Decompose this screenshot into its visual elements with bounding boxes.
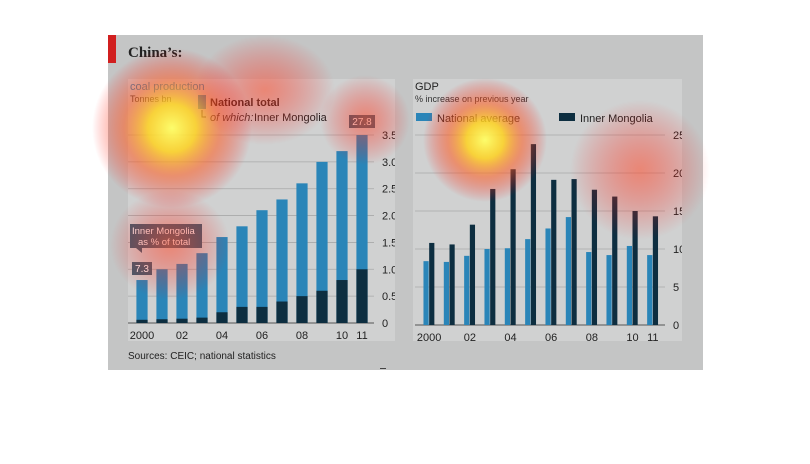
y-tick-label: 0 xyxy=(673,320,679,332)
bar-national xyxy=(586,252,592,325)
x-tick-label: 04 xyxy=(216,330,228,341)
value-label-last: 27.8 xyxy=(352,117,372,128)
bar-inner-mongolia xyxy=(336,280,348,323)
bar-inner-mongolia xyxy=(612,196,618,325)
annotation-pointer xyxy=(136,248,142,253)
bar-national xyxy=(484,249,490,325)
bar-national xyxy=(423,261,429,325)
bar-national-total xyxy=(336,151,348,323)
bar-inner-mongolia xyxy=(571,179,577,325)
divider-mark xyxy=(380,368,386,369)
x-tick-label: 11 xyxy=(356,330,367,341)
bar-inner-mongolia xyxy=(490,188,496,325)
x-tick-label: 08 xyxy=(296,330,308,341)
x-tick-label: 10 xyxy=(336,330,348,341)
bar-national-total xyxy=(216,237,228,323)
x-tick-label: 2000 xyxy=(417,332,441,341)
bar-national-total xyxy=(136,280,148,323)
bar-inner-mongolia xyxy=(256,306,268,323)
bar-national-total xyxy=(356,135,368,323)
y-tick-label: 2.5 xyxy=(382,184,395,196)
bar-inner-mongolia xyxy=(236,306,248,323)
legend-label-prefix: of which: xyxy=(210,112,253,124)
bar-inner-mongolia xyxy=(276,301,288,323)
legend-connector xyxy=(201,110,206,118)
bar-inner-mongolia xyxy=(510,169,516,325)
x-tick-label: 2000 xyxy=(130,330,154,341)
bar-national-total xyxy=(236,226,248,323)
bar-national xyxy=(647,255,653,325)
y-tick-label: 1.0 xyxy=(382,264,395,276)
y-tick-label: 3.0 xyxy=(382,157,395,169)
bar-national-total xyxy=(176,263,188,323)
bar-national-total xyxy=(156,269,168,323)
legend-swatch-inner-mongolia xyxy=(559,113,575,121)
bar-inner-mongolia xyxy=(156,319,168,323)
x-tick-label: 10 xyxy=(626,332,638,341)
legend-label-national-average: National average xyxy=(437,113,520,125)
y-tick-label: 15 xyxy=(673,206,682,218)
x-tick-label: 02 xyxy=(176,330,188,341)
coal-production-chart: 0 0.5 1.0 1.5 2.0 2.5 3.0 3.5 2000 02 04 06 08 10 11 Na… xyxy=(128,95,395,341)
bar-national-total xyxy=(256,210,268,323)
coal-production-panel: coal production Tonnes bn 0 0.5 1.0 1.5 2.0 2… xyxy=(128,79,395,341)
y-tick-label: 5 xyxy=(673,282,679,294)
y-tick-label: 10 xyxy=(673,244,682,256)
figure-title: China’s: xyxy=(128,45,183,61)
y-tick-label: 3.5 xyxy=(382,130,395,142)
legend-swatch-national-average xyxy=(416,113,432,121)
bar-inner-mongolia xyxy=(316,290,328,323)
bar-inner-mongolia xyxy=(469,224,476,325)
bar-national xyxy=(565,217,571,325)
bar-national xyxy=(606,255,612,325)
bar-national-total xyxy=(296,183,308,323)
y-tick-label: 0.5 xyxy=(382,291,395,303)
y-tick-label: 1.5 xyxy=(382,237,395,249)
x-tick-label: 04 xyxy=(504,332,516,341)
annotation-text-line1: Inner Mongolia xyxy=(132,226,196,237)
bar-national xyxy=(504,248,510,325)
bar-inner-mongolia xyxy=(136,319,148,323)
bar-inner-mongolia xyxy=(216,312,228,323)
x-tick-label: 11 xyxy=(647,332,658,341)
bar-inner-mongolia xyxy=(632,211,638,325)
bar-national-total xyxy=(276,199,288,323)
bar-national xyxy=(464,255,470,325)
bar-inner-mongolia xyxy=(551,179,557,325)
y-tick-label: 2.0 xyxy=(382,211,395,223)
bar-inner-mongolia xyxy=(429,242,435,325)
source-note: Sources: CEIC; national statistics xyxy=(128,351,276,362)
value-label-first: 7.3 xyxy=(135,264,149,275)
bar-inner-mongolia xyxy=(449,244,455,325)
x-tick-label: 06 xyxy=(545,332,557,341)
bar-inner-mongolia xyxy=(356,269,368,323)
legend-label-inner-mongolia: Inner Mongolia xyxy=(580,113,654,125)
chart-figure: China’s: coal production Tonnes bn 0 0.5 1… xyxy=(108,35,703,370)
y-tick-label: 25 xyxy=(673,130,682,142)
legend-label-inner-mongolia: Inner Mongolia xyxy=(254,112,328,124)
annotation-text-line2: as % of total xyxy=(138,237,190,248)
bar-national-total xyxy=(316,161,328,323)
bar-national xyxy=(626,245,632,325)
bar-inner-mongolia xyxy=(196,317,208,323)
bar-inner-mongolia xyxy=(176,318,188,323)
bar-inner-mongolia xyxy=(591,189,598,325)
gdp-panel: GDP % increase on previous year 05101520… xyxy=(413,79,682,341)
bar-inner-mongolia xyxy=(530,144,537,325)
legend-swatch-national-total xyxy=(198,95,206,109)
bar-national xyxy=(525,239,531,325)
legend-label-national-total: National total xyxy=(210,97,280,109)
bar-inner-mongolia xyxy=(296,296,308,323)
bar-national xyxy=(443,261,449,325)
bar-national-total xyxy=(196,253,208,323)
x-tick-label: 08 xyxy=(586,332,598,341)
brand-tag xyxy=(108,35,116,63)
x-tick-label: 02 xyxy=(464,332,476,341)
gdp-chart: 0 5 10 15 20 25 2000 02 04 06 08 10 11 National avera… xyxy=(415,113,682,341)
bar-inner-mongolia xyxy=(652,216,659,325)
x-tick-label: 06 xyxy=(256,330,268,341)
y-tick-label: 0 xyxy=(382,318,388,330)
y-tick-label: 20 xyxy=(673,168,682,180)
bar-national xyxy=(545,228,551,325)
